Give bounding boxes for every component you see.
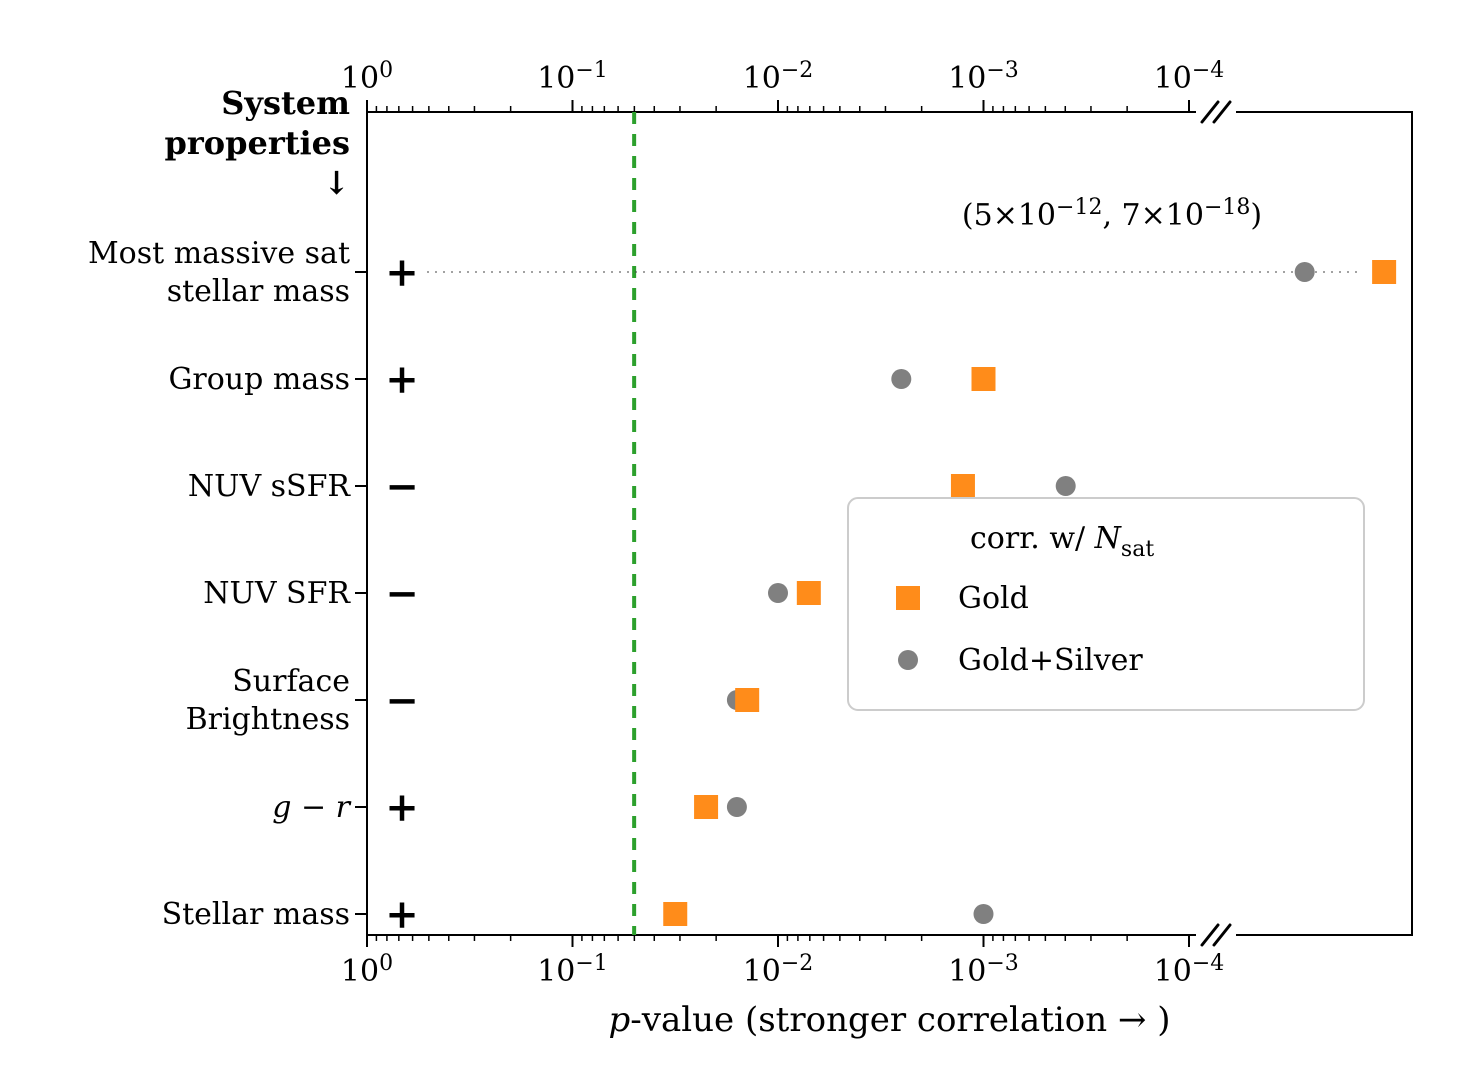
correlation-sign: +	[385, 891, 419, 938]
legend-item-label: Gold+Silver	[958, 643, 1143, 678]
y-category-label: Stellar mass	[162, 897, 350, 932]
marker-gold	[972, 367, 996, 391]
legend-marker-gold	[896, 586, 920, 610]
marker-gold	[694, 795, 718, 819]
y-category-label: Surface	[232, 664, 350, 699]
legend-item-label: Gold	[958, 581, 1029, 616]
marker-gold-silver	[1056, 476, 1076, 496]
marker-gold-silver	[768, 583, 788, 603]
correlation-sign: +	[385, 784, 419, 831]
marker-gold	[1372, 260, 1396, 284]
legend-marker-silver	[898, 650, 918, 670]
marker-gold	[797, 581, 821, 605]
x-axis-label: p-value (stronger correlation → )	[609, 1000, 1171, 1040]
correlation-sign: +	[385, 356, 419, 403]
marker-gold-silver	[1295, 262, 1315, 282]
marker-gold-silver	[727, 797, 747, 817]
marker-gold	[735, 688, 759, 712]
correlation-sign: −	[385, 677, 419, 724]
pvalue-scatter-chart: 10010010−110−110−210−210−310−310−410−4p-…	[0, 0, 1457, 1091]
y-axis-heading: properties	[165, 124, 350, 162]
y-category-label: g − r	[272, 790, 351, 825]
correlation-sign: +	[385, 249, 419, 296]
y-axis-heading: System	[221, 84, 350, 122]
y-category-label: Brightness	[186, 702, 350, 737]
marker-gold	[951, 474, 975, 498]
y-category-label: NUV SFR	[203, 576, 351, 611]
marker-gold-silver	[974, 904, 994, 924]
y-axis-heading: ↓	[323, 164, 350, 202]
y-category-label: NUV sSFR	[188, 469, 351, 504]
marker-gold	[663, 902, 687, 926]
y-category-label: Group mass	[168, 362, 350, 397]
marker-gold-silver	[891, 369, 911, 389]
y-category-label: Most massive sat	[88, 236, 350, 271]
y-category-label: stellar mass	[167, 274, 350, 309]
correlation-sign: −	[385, 570, 419, 617]
correlation-sign: −	[385, 463, 419, 510]
